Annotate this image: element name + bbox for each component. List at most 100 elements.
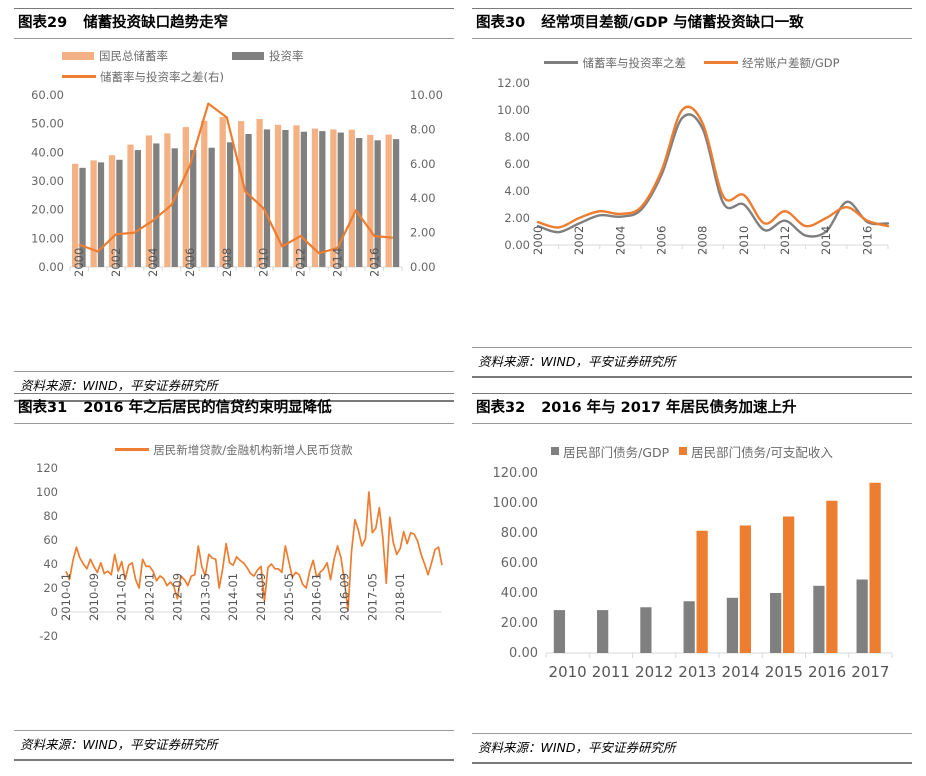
figure-caption-32: 图表32 2016 年与 2017 年居民债务加速上升 [472, 394, 912, 423]
legend-swatch-orange-line-icon [703, 61, 738, 64]
source-note-32: 资料来源：WIND，平安证券研究所 [478, 739, 676, 755]
chart-30-svg: 0.00 2.00 4.00 6.00 8.00 10.00 12.00 2000 2002 20… [497, 76, 890, 255]
svg-text:8.00: 8.00 [504, 130, 530, 144]
svg-text:0: 0 [51, 605, 58, 619]
legend-swatch-orange-line-icon [62, 75, 96, 78]
legend-label: 经常账户差额/GDP [741, 55, 840, 70]
legend-swatch-gray-line-icon [544, 61, 579, 64]
svg-text:120.00: 120.00 [493, 466, 539, 481]
svg-text:2015: 2015 [765, 663, 803, 681]
svg-text:10.00: 10.00 [31, 231, 64, 245]
svg-text:-20: -20 [39, 629, 58, 643]
svg-text:2014-09: 2014-09 [254, 572, 268, 620]
svg-text:60.00: 60.00 [501, 556, 538, 571]
svg-text:2008: 2008 [220, 247, 234, 276]
svg-text:2006: 2006 [183, 247, 197, 276]
legend-label: 国民总储蓄率 [99, 48, 168, 63]
svg-text:2018-01: 2018-01 [393, 572, 407, 620]
source-note-31: 资料来源：WIND，平安证券研究所 [20, 736, 218, 752]
figure-panel-29: 图表29 储蓄投资缺口趋势走窄 国民总储蓄率 投资率 储蓄率与投资率之差(右) [14, 8, 454, 402]
source-rule-bottom [472, 376, 912, 378]
legend-29: 国民总储蓄率 投资率 储蓄率与投资率之差(右) [14, 39, 454, 87]
svg-text:2004: 2004 [146, 247, 160, 276]
source-note-30: 资料来源：WIND，平安证券研究所 [478, 353, 676, 369]
legend-item-current-account-gdp[interactable]: 经常账户差额/GDP [703, 55, 840, 71]
legend-label: 居民部门债务/可支配收入 [691, 444, 833, 460]
source-rule-bottom [472, 762, 912, 764]
svg-text:100.00: 100.00 [493, 496, 539, 511]
figure-number: 图表31 [18, 400, 68, 416]
svg-text:30.00: 30.00 [31, 174, 64, 188]
svg-text:2017: 2017 [851, 663, 889, 681]
legend-item-household-new-loans-share[interactable]: 居民新增贷款/金融机构新增人民币贷款 [115, 442, 353, 458]
svg-text:60: 60 [43, 533, 58, 547]
source-rule-top [14, 370, 454, 372]
legend-item-savings-investment-gap[interactable]: 储蓄率与投资率之差 [544, 55, 686, 71]
svg-text:2010: 2010 [257, 247, 271, 276]
legend-item-household-debt-income[interactable]: 居民部门债务/可支配收入 [679, 442, 833, 461]
svg-text:2014: 2014 [722, 663, 760, 681]
legend-item-savings-investment-gap[interactable]: 储蓄率与投资率之差(右) [62, 69, 224, 85]
caption-rule-top [472, 8, 912, 9]
figure-panel-32: 图表32 2016 年与 2017 年居民债务加速上升 居民部门债务/GDP 居… [472, 393, 912, 764]
legend-label: 居民新增贷款/金融机构新增人民币贷款 [153, 442, 353, 457]
legend-label: 居民部门债务/GDP [563, 444, 670, 460]
legend-30: 储蓄率与投资率之差 经常账户差额/GDP [472, 39, 912, 73]
svg-text:2000: 2000 [531, 225, 545, 254]
svg-text:2012-01: 2012-01 [143, 572, 157, 620]
svg-text:50.00: 50.00 [31, 116, 64, 130]
svg-text:2016: 2016 [367, 247, 381, 276]
chart-29-svg: 0.00 10.00 20.00 30.00 40.00 50.00 60.00 0.00 2.… [31, 88, 443, 277]
svg-text:0.00: 0.00 [509, 646, 538, 661]
legend-item-national-savings-rate[interactable]: 国民总储蓄率 [62, 48, 232, 64]
source-rule-bottom [14, 759, 454, 761]
figure-title: 2016 年与 2017 年居民债务加速上升 [541, 400, 797, 416]
caption-rule-top [14, 8, 454, 9]
svg-text:6.00: 6.00 [410, 156, 436, 170]
figure-number: 图表32 [476, 400, 526, 416]
svg-text:2010-01: 2010-01 [59, 572, 73, 620]
svg-text:20: 20 [43, 581, 58, 595]
figure-title: 2016 年之后居民的信贷约束明显降低 [83, 400, 332, 416]
svg-text:0.00: 0.00 [504, 238, 530, 252]
svg-text:40.00: 40.00 [31, 145, 64, 159]
svg-text:40.00: 40.00 [501, 586, 538, 601]
svg-text:2002: 2002 [109, 247, 123, 276]
figure-title: 储蓄投资缺口趋势走窄 [83, 15, 229, 31]
svg-text:2004: 2004 [613, 225, 627, 254]
svg-text:10.00: 10.00 [410, 88, 443, 102]
figure-panel-31: 图表31 2016 年之后居民的信贷约束明显降低 居民新增贷款/金融机构新增人民… [14, 393, 454, 763]
svg-text:2.00: 2.00 [410, 225, 436, 239]
svg-text:2010-09: 2010-09 [87, 572, 101, 620]
svg-text:2017-05: 2017-05 [365, 572, 379, 620]
svg-text:20.00: 20.00 [501, 616, 538, 631]
legend-swatch-gray-icon [232, 51, 264, 60]
svg-text:2010: 2010 [737, 225, 751, 254]
svg-text:2016-01: 2016-01 [310, 572, 324, 620]
chart-31-svg: -20 0 20 40 60 80 100 120 2010-01 2010-09 2011-05 2… [36, 461, 443, 643]
legend-31: 居民新增贷款/金融机构新增人民币贷款 [14, 424, 454, 460]
svg-text:20.00: 20.00 [31, 202, 64, 216]
figure-number: 图表29 [18, 15, 68, 31]
chart-30-plot: 0.00 2.00 4.00 6.00 8.00 10.00 12.00 2000 2002 20… [472, 73, 912, 345]
source-rule-top [472, 346, 912, 348]
svg-text:80.00: 80.00 [501, 526, 538, 541]
svg-text:4.00: 4.00 [504, 184, 530, 198]
caption-rule-bottom [14, 422, 454, 424]
svg-text:60.00: 60.00 [31, 88, 64, 102]
svg-text:2000: 2000 [72, 247, 86, 276]
svg-text:2016: 2016 [808, 663, 846, 681]
svg-text:2.00: 2.00 [504, 211, 530, 225]
legend-item-investment-rate[interactable]: 投资率 [232, 48, 304, 64]
figure-caption-30: 图表30 经常项目差额/GDP 与储蓄投资缺口一致 [472, 9, 912, 38]
source-rule-bottom [14, 400, 454, 402]
svg-text:2010: 2010 [549, 663, 587, 681]
legend-label: 储蓄率与投资率之差 [582, 55, 686, 70]
svg-text:2008: 2008 [696, 225, 710, 254]
svg-text:2012-09: 2012-09 [170, 572, 184, 620]
svg-text:2014: 2014 [330, 247, 344, 276]
caption-rule-bottom [472, 37, 912, 39]
legend-swatch-orange-square-icon [679, 447, 688, 455]
legend-item-household-debt-gdp[interactable]: 居民部门债务/GDP [551, 442, 669, 461]
